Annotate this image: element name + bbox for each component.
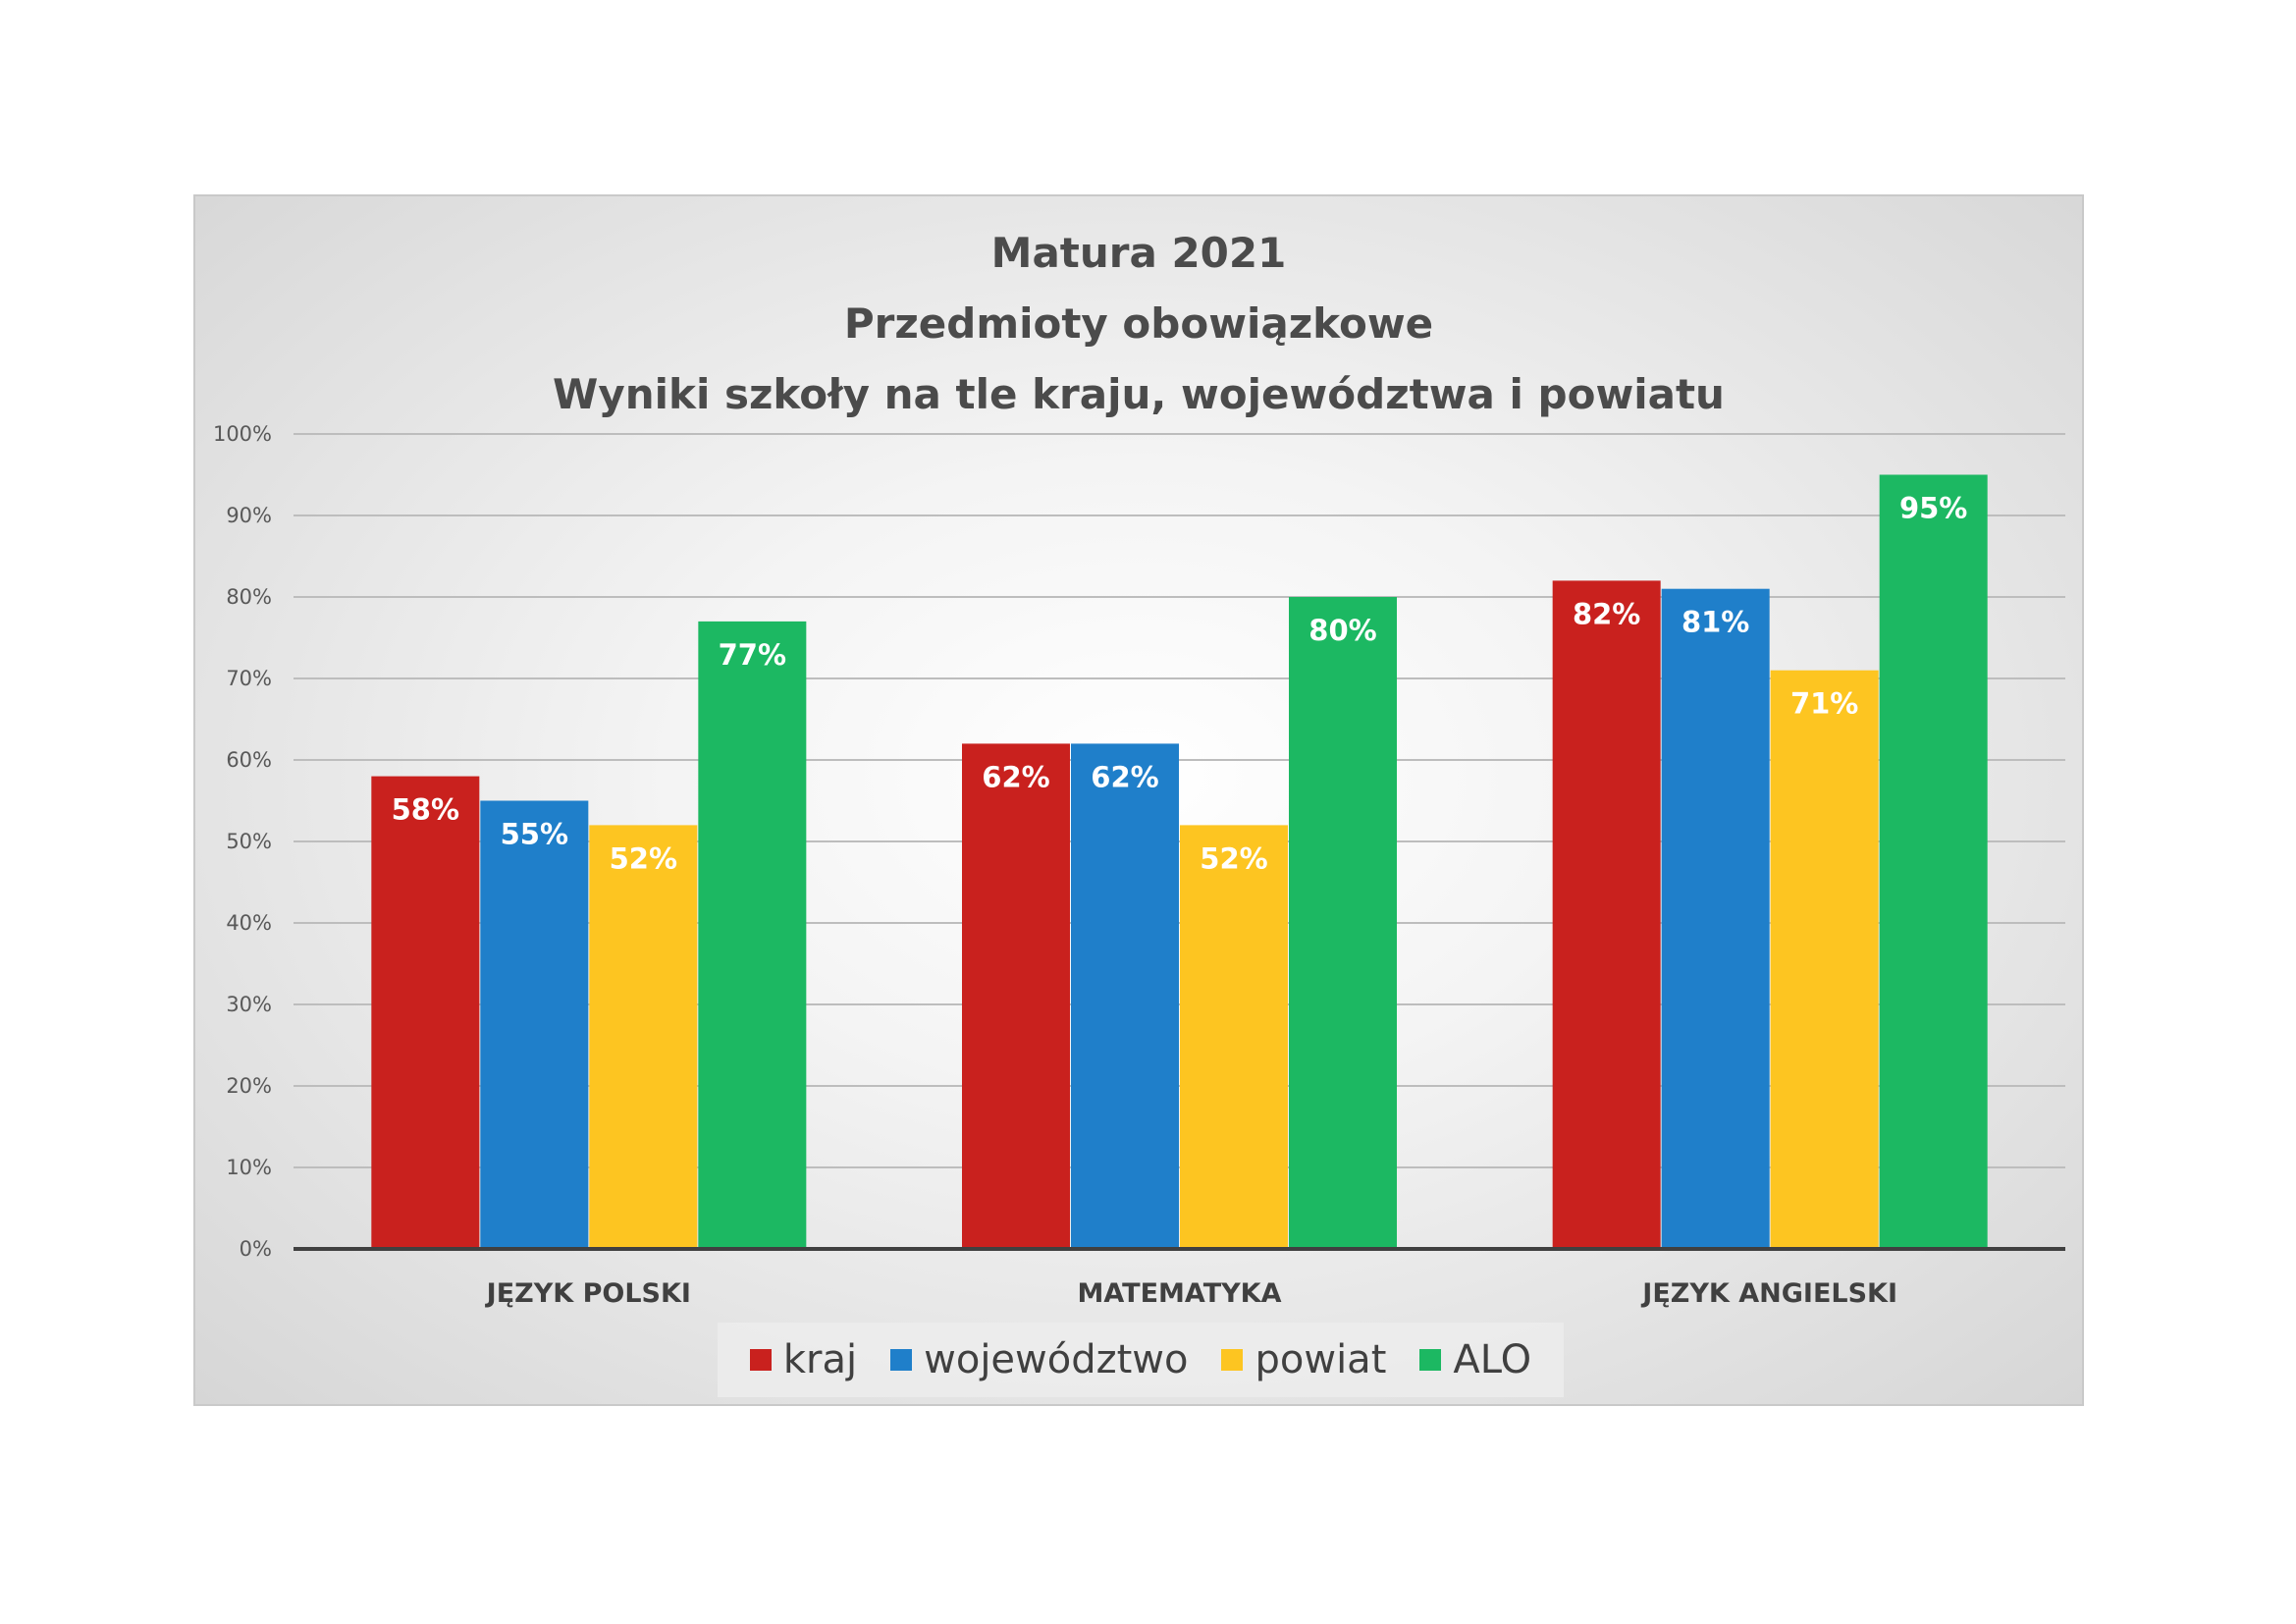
bar-data-label: 82% bbox=[1573, 597, 1640, 630]
y-tick-label: 90% bbox=[226, 504, 272, 527]
chart-title-line-1: Matura 2021 bbox=[990, 229, 1287, 277]
bar-alo bbox=[1289, 597, 1397, 1249]
legend-item-kraj: kraj bbox=[749, 1337, 858, 1382]
bar-kraj bbox=[371, 776, 480, 1249]
bar-data-label: 58% bbox=[392, 793, 459, 827]
y-tick-label: 60% bbox=[226, 748, 272, 772]
bar-data-label: 81% bbox=[1682, 606, 1749, 639]
bar-województwo bbox=[1071, 743, 1179, 1249]
bar-kraj bbox=[1552, 580, 1661, 1249]
bar-chart-plot: 0% 10% 20% 30% 40% 50% 60% 70% 80% 90% 100% 58% 55% 5… bbox=[213, 422, 2065, 1309]
y-tick-label: 70% bbox=[226, 667, 272, 690]
bar-powiat bbox=[1180, 825, 1288, 1249]
legend-swatch-wojewodztwo bbox=[890, 1349, 913, 1371]
bar-data-label: 71% bbox=[1790, 687, 1858, 721]
bar-data-label: 55% bbox=[501, 818, 568, 851]
legend-item-powiat: powiat bbox=[1221, 1337, 1386, 1382]
chart-title-line-2: Przedmioty obowiązkowe bbox=[843, 299, 1434, 348]
legend-swatch-powiat bbox=[1221, 1349, 1244, 1371]
y-tick-label: 0% bbox=[240, 1237, 272, 1261]
bar-alo bbox=[698, 621, 807, 1249]
bar-alo bbox=[1879, 474, 1988, 1249]
legend-swatch-alo bbox=[1419, 1349, 1442, 1371]
x-category-label: MATEMATYKA bbox=[1078, 1278, 1282, 1309]
y-tick-label: 30% bbox=[226, 993, 272, 1016]
y-tick-label: 80% bbox=[226, 585, 272, 609]
bar-data-label: 80% bbox=[1308, 614, 1376, 647]
bar-data-label: 62% bbox=[1091, 760, 1158, 793]
chart-legend: kraj województwo powiat ALO bbox=[718, 1323, 1564, 1397]
bar-powiat bbox=[589, 825, 698, 1249]
legend-item-wojewodztwo: województwo bbox=[890, 1337, 1188, 1382]
y-tick-label: 40% bbox=[226, 911, 272, 935]
bar-data-label: 95% bbox=[1899, 492, 1967, 525]
legend-label-wojewodztwo: województwo bbox=[924, 1337, 1189, 1382]
legend-item-alo: ALO bbox=[1419, 1337, 1531, 1382]
bar-województwo bbox=[480, 800, 589, 1249]
chart-title: Matura 2021 Przedmioty obowiązkowe Wynik… bbox=[195, 218, 2082, 430]
bar-data-label: 52% bbox=[610, 841, 677, 875]
bar-data-label: 77% bbox=[719, 638, 786, 672]
bar-data-label: 52% bbox=[1200, 841, 1267, 875]
x-category-label: JĘZYK POLSKI bbox=[485, 1278, 691, 1309]
bar-województwo bbox=[1661, 588, 1770, 1249]
legend-label-powiat: powiat bbox=[1255, 1337, 1387, 1382]
legend-swatch-kraj bbox=[749, 1349, 772, 1371]
y-tick-label: 20% bbox=[226, 1074, 272, 1098]
legend-label-alo: ALO bbox=[1453, 1337, 1532, 1382]
y-tick-label: 10% bbox=[226, 1156, 272, 1179]
y-tick-label: 50% bbox=[226, 830, 272, 853]
bar-powiat bbox=[1770, 670, 1879, 1249]
chart-frame: Matura 2021 Przedmioty obowiązkowe Wynik… bbox=[193, 194, 2084, 1406]
x-category-label: JĘZYK ANGIELSKI bbox=[1640, 1278, 1897, 1309]
bar-kraj bbox=[962, 743, 1070, 1249]
y-tick-label: 100% bbox=[213, 422, 272, 446]
legend-label-kraj: kraj bbox=[782, 1337, 858, 1382]
bar-data-label: 62% bbox=[982, 760, 1049, 793]
chart-title-line-3: Wyniki szkoły na tle kraju, województwa … bbox=[553, 370, 1725, 418]
